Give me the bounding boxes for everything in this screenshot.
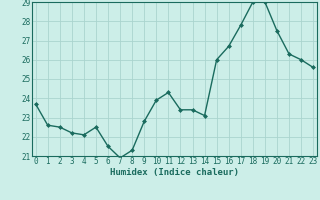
X-axis label: Humidex (Indice chaleur): Humidex (Indice chaleur) bbox=[110, 168, 239, 177]
